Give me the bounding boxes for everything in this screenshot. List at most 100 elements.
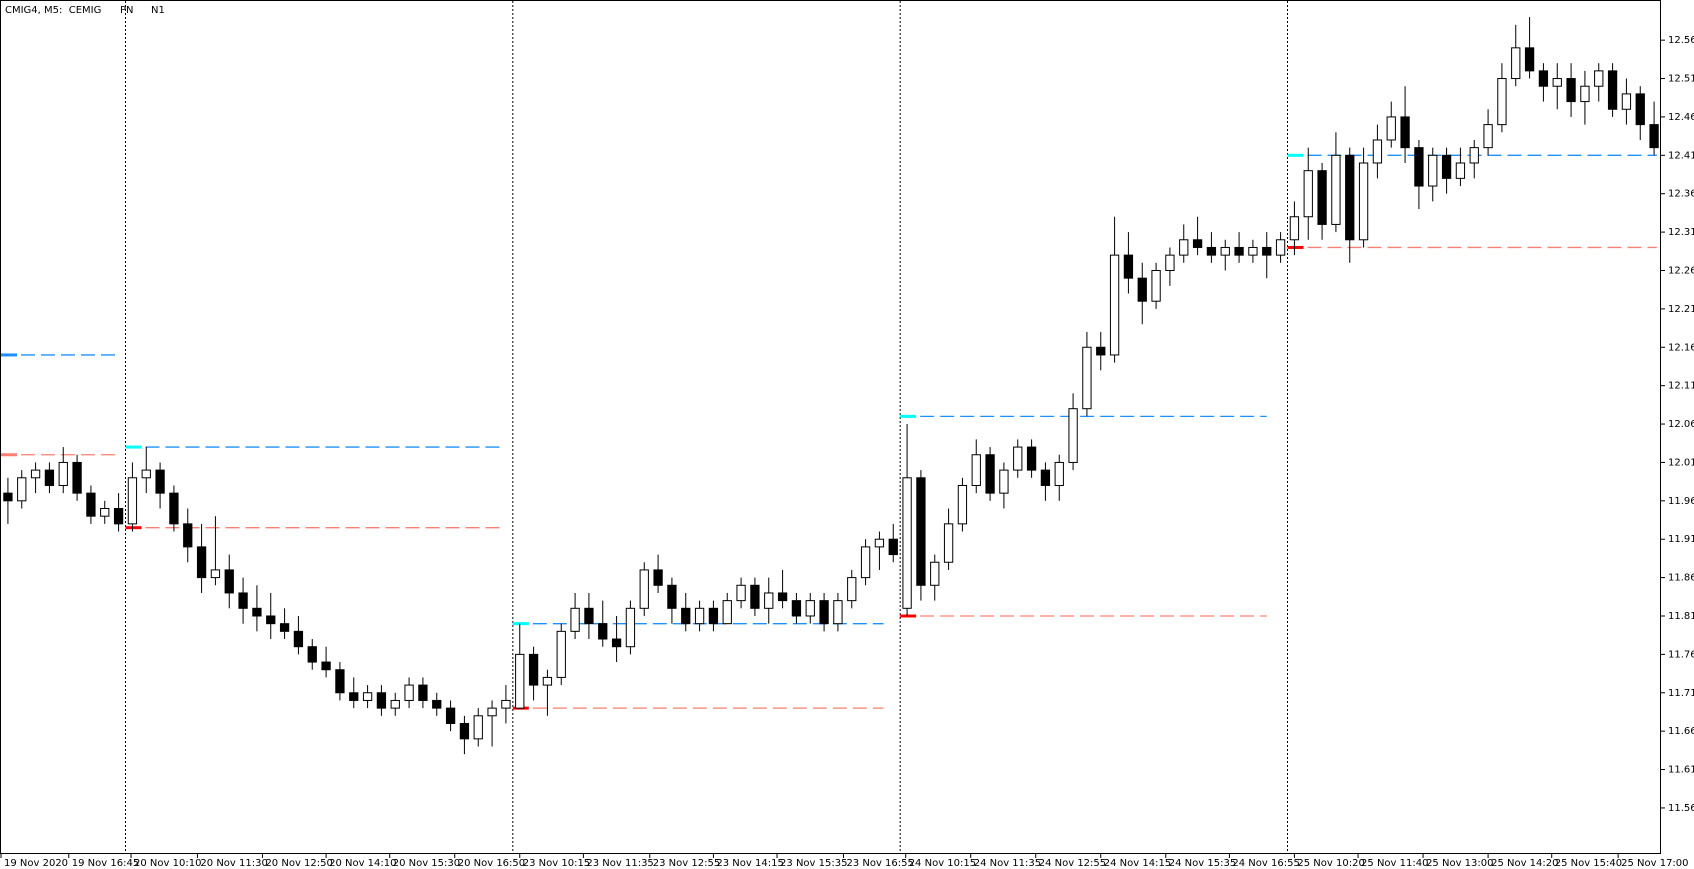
candle-body (1123, 254, 1134, 279)
candle-body (764, 592, 774, 609)
x-tick-label: 25 Nov 17:00 (1621, 858, 1688, 869)
y-tick-label: 12.56 (1668, 35, 1694, 46)
x-tick-label: 25 Nov 13:00 (1426, 858, 1493, 869)
candle-body (1262, 246, 1272, 256)
candle-body (418, 684, 428, 701)
y-tick-label: 12.36 (1668, 189, 1694, 200)
candle-body (916, 477, 926, 586)
candle-body (1179, 239, 1189, 256)
candle-body (971, 454, 981, 486)
candle-body (238, 592, 248, 609)
y-tick-label: 11.71 (1668, 688, 1694, 699)
y-tick-label: 11.61 (1668, 765, 1694, 776)
x-tick-label: 25 Nov 14:20 (1491, 858, 1558, 869)
candle-body (1455, 162, 1466, 179)
candle-body (1026, 446, 1037, 471)
candle-body (736, 584, 746, 602)
y-tick-label: 12.46 (1668, 112, 1694, 123)
candle-body (113, 508, 124, 525)
candle-body (888, 538, 898, 556)
candle-body (30, 469, 41, 479)
candle-body (1621, 93, 1632, 110)
candle-body (694, 607, 705, 625)
candle-body (224, 569, 234, 594)
x-tick-label: 24 Nov 16:55 (1232, 858, 1299, 869)
candle-body (141, 469, 151, 479)
x-tick-label: 23 Nov 14:15 (716, 858, 783, 869)
candle-body (1552, 78, 1562, 87)
candle-body (1220, 246, 1230, 256)
candle-body (1580, 85, 1590, 103)
x-tick-label: 24 Nov 15:35 (1169, 858, 1236, 869)
candle-body (1137, 277, 1147, 302)
candle-body (362, 692, 373, 701)
candle-body (1524, 47, 1535, 72)
candle-body (598, 623, 608, 640)
candle-body (196, 546, 207, 579)
candle-body (1082, 346, 1092, 410)
candle-body (556, 630, 566, 678)
candle-body (1013, 446, 1023, 471)
candle-body (1538, 70, 1549, 87)
candle-body (1165, 254, 1175, 271)
candle-body (1331, 154, 1341, 225)
candle-body (1289, 216, 1300, 241)
candle-body (335, 669, 345, 694)
candle-body (266, 615, 276, 625)
candle-body (100, 508, 110, 517)
x-tick-label: 20 Nov 10:10 (134, 858, 201, 869)
x-tick-label: 24 Nov 10:15 (909, 858, 976, 869)
candle-body (155, 469, 165, 494)
candle-body (1497, 78, 1507, 126)
candle-body (750, 584, 760, 609)
candle-body (860, 546, 871, 579)
candle-body (1635, 93, 1645, 126)
candle-body (1441, 154, 1452, 179)
candle-body (653, 569, 663, 586)
y-tick-label: 12.26 (1668, 265, 1694, 276)
candle-body (1649, 124, 1659, 149)
candle-body (390, 699, 400, 709)
y-tick-label: 12.16 (1668, 342, 1694, 353)
x-tick-label: 25 Nov 15:40 (1555, 858, 1622, 869)
candle-body (1206, 246, 1217, 256)
candle-body (1345, 154, 1355, 241)
candle-body (58, 461, 68, 486)
candle-body (252, 607, 262, 617)
x-tick-label: 19 Nov 16:45 (72, 858, 139, 869)
x-tick-label: 19 Nov 2020 (4, 858, 68, 869)
x-tick-label: 24 Nov 14:15 (1104, 858, 1171, 869)
candle-body (1303, 170, 1313, 218)
y-tick-label: 11.96 (1668, 496, 1694, 507)
y-tick-label: 12.41 (1668, 150, 1694, 161)
candle-body (1192, 239, 1203, 248)
candle-body (570, 607, 580, 632)
candle-body (487, 707, 497, 717)
candle-body (1607, 70, 1618, 110)
candle-body (681, 607, 691, 625)
x-tick-label: 25 Nov 10:20 (1297, 858, 1364, 869)
x-tick-label: 23 Nov 12:55 (653, 858, 720, 869)
candle-body (1372, 139, 1383, 164)
candle-body (999, 469, 1009, 494)
candle-body (1428, 154, 1438, 187)
x-tick-label: 24 Nov 11:35 (974, 858, 1041, 869)
candle-body (833, 600, 843, 625)
candle-body (1386, 116, 1396, 141)
candle-body (1358, 162, 1369, 241)
candle-body (1414, 147, 1424, 187)
y-tick-label: 11.81 (1668, 611, 1694, 622)
candle-body (1248, 246, 1258, 256)
candle-body (1040, 469, 1051, 486)
candle-body (1483, 124, 1493, 149)
candle-body (293, 630, 304, 648)
candle-body (847, 577, 857, 602)
candle-body (902, 477, 912, 609)
candle-body (777, 592, 788, 602)
x-tick-label: 20 Nov 11:30 (200, 858, 267, 869)
candle-body (1469, 147, 1479, 164)
candle-body (1511, 47, 1521, 80)
candle-body (501, 699, 511, 709)
